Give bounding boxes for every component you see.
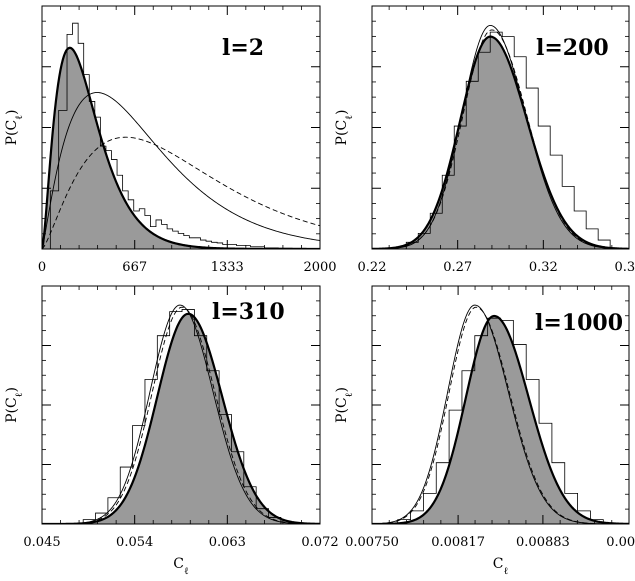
x-tick-label: 0.32 (529, 260, 558, 275)
x-tick-label: 0.045 (23, 535, 60, 550)
approx-curve-dashed (42, 136, 320, 249)
posterior-curve (42, 312, 320, 524)
x-tick-label: 667 (122, 260, 147, 275)
panel-label: l=310 (212, 299, 285, 325)
histogram (405, 31, 611, 249)
panel-l200: 0.22 0.27 0.32 0.37 l=200 P(Cℓ) (334, 5, 635, 275)
x-tick-label: 0 (38, 260, 46, 275)
x-tick-labels: 0.045 0.054 0.063 0.072 (23, 535, 338, 550)
approx-curve-dashed (372, 29, 629, 249)
panel-label: l=2 (222, 35, 264, 61)
x-tick-labels: 0.00750 0.00817 0.00883 0.0095 (345, 535, 635, 550)
panel-l2: 0 667 1333 2000 l=2 P(Cℓ) (4, 5, 337, 275)
approx-curve-dashed (42, 306, 320, 524)
plot-body (372, 304, 629, 524)
y-axis-title: P(Cℓ) (4, 387, 25, 423)
y-axis-title: P(Cℓ) (334, 387, 355, 423)
x-tick-label: 0.054 (116, 535, 153, 550)
panel-label: l=1000 (535, 310, 623, 336)
x-axis-title: Cℓ (173, 556, 189, 577)
panel-label: l=200 (536, 35, 609, 61)
x-tick-label: 2000 (303, 260, 336, 275)
posterior-area (372, 36, 629, 249)
y-axis-title: P(Cℓ) (334, 110, 355, 146)
posterior-area (42, 47, 320, 249)
plot-body (42, 304, 320, 524)
axis-ticks (41, 285, 321, 524)
x-tick-labels: 0 667 1333 2000 (38, 260, 337, 275)
x-tick-label: 0.072 (301, 535, 338, 550)
posterior-curve (372, 35, 629, 249)
x-tick-label: 0.27 (443, 260, 472, 275)
x-tick-label: 0.22 (358, 260, 387, 275)
posterior-curve (372, 314, 629, 524)
plot-body (372, 25, 629, 249)
y-axis-title: P(Cℓ) (4, 110, 25, 146)
approx-curve-solid (42, 304, 320, 524)
x-tick-label: 0.37 (615, 260, 635, 275)
x-tick-label: 0.0095 (606, 535, 635, 550)
axis-ticks (41, 5, 321, 249)
x-axis-title: Cℓ (493, 556, 509, 577)
x-tick-labels: 0.22 0.27 0.32 0.37 (358, 260, 635, 275)
posterior-area (372, 315, 629, 524)
axis-ticks (371, 285, 630, 524)
approx-curve-solid (42, 92, 320, 249)
panel-l1000: 0.00750 0.00817 0.00883 0.0095 l=1000 P(Cℓ)… (334, 285, 635, 577)
histogram (49, 22, 320, 249)
x-tick-label: 0.00883 (516, 535, 570, 550)
x-tick-label: 0.00817 (431, 535, 485, 550)
approx-curve-dashed (372, 306, 629, 524)
panel-l310: 0.045 0.054 0.063 0.072 l=310 P(Cℓ) Cℓ (4, 285, 339, 577)
histogram (82, 309, 282, 524)
posterior-area (42, 313, 320, 524)
x-tick-label: 1333 (211, 260, 244, 275)
x-tick-label: 0.00750 (345, 535, 399, 550)
plot-body (42, 22, 320, 249)
axis-ticks (371, 5, 630, 249)
x-tick-label: 0.063 (209, 535, 246, 550)
